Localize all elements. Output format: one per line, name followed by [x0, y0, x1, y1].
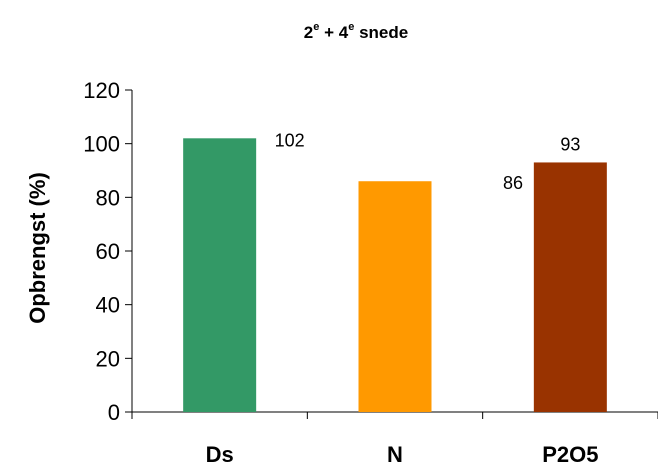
y-axis-title: Opbrengst (%)	[25, 172, 50, 324]
y-tick-label: 80	[96, 185, 120, 210]
x-category-label: P2O5	[542, 442, 598, 467]
data-label: 102	[275, 130, 305, 150]
bar-n	[358, 181, 432, 412]
y-tick-label: 60	[96, 239, 120, 264]
y-tick-label: 40	[96, 293, 120, 318]
x-category-label: N	[387, 442, 403, 467]
y-tick-label: 0	[108, 400, 120, 425]
x-category-label: Ds	[206, 442, 234, 467]
data-label: 93	[560, 134, 580, 154]
bar-p2o5	[533, 162, 607, 412]
y-tick-label: 100	[83, 132, 120, 157]
y-tick-label: 20	[96, 346, 120, 371]
plot-area: 0 20 40 60 80 100 120 102 Ds 86 N 93 P2O5	[83, 78, 658, 467]
y-tick-label: 120	[83, 78, 120, 103]
bar-ds	[183, 138, 257, 413]
chart-title: 2e + 4e snede	[304, 21, 408, 42]
data-label: 86	[503, 173, 523, 193]
